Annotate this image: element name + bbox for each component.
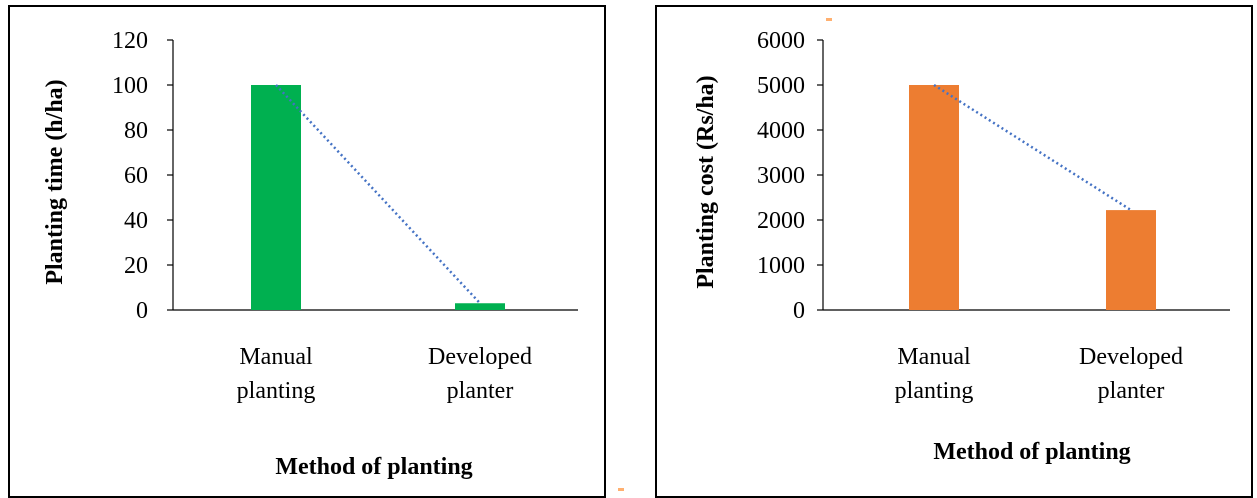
category-label: planting: [895, 378, 974, 404]
y-tick-label: 40: [124, 208, 148, 234]
y-tick-label: 5000: [757, 73, 805, 99]
y-tick-labels: 0 1000 2000 3000 4000 5000 6000: [757, 28, 805, 324]
bars: [909, 85, 1156, 310]
bar: [455, 303, 505, 310]
y-tick-labels: 0 20 40 60 80 100 120: [112, 28, 148, 324]
category-label: Developed: [428, 344, 532, 370]
bar: [251, 85, 301, 310]
bars: [251, 85, 505, 310]
bar: [909, 85, 959, 310]
y-axis-title: Planting time (h/ha): [42, 79, 68, 284]
y-tick-label: 4000: [757, 118, 805, 144]
decorative-dash: [826, 18, 832, 21]
planting-cost-chart: 0 1000 2000 3000 4000 5000 6000 Manual planting…: [693, 28, 1230, 465]
category-label: planter: [447, 378, 514, 404]
category-label: Manual: [239, 344, 313, 370]
y-tick-label: 60: [124, 163, 148, 189]
y-tick-label: 6000: [757, 28, 805, 54]
y-tick-marks: [167, 39, 173, 311]
y-tick-label: 1000: [757, 253, 805, 279]
category-labels: Manual planting Developed planter: [237, 344, 532, 404]
category-label: planting: [237, 378, 316, 404]
category-labels: Manual planting Developed planter: [895, 344, 1183, 404]
y-tick-label: 100: [112, 73, 148, 99]
category-label: Developed: [1079, 344, 1183, 370]
y-tick-label: 2000: [757, 208, 805, 234]
trendline: [933, 83, 1132, 212]
x-axis-title: Method of planting: [933, 439, 1130, 465]
chart-panel-planting-time: [8, 5, 606, 498]
x-axis-title: Method of planting: [275, 454, 472, 480]
y-axis-title: Planting cost (Rs/ha): [693, 75, 719, 288]
category-label: planter: [1098, 378, 1165, 404]
decorative-dash: [618, 488, 624, 491]
y-tick-label: 80: [124, 118, 148, 144]
y-tick-label: 0: [136, 298, 148, 324]
y-tick-label: 120: [112, 28, 148, 54]
bar: [1106, 210, 1156, 310]
y-tick-label: 20: [124, 253, 148, 279]
y-tick-marks: [817, 39, 823, 311]
category-label: Manual: [897, 344, 971, 370]
trendline: [275, 84, 481, 305]
y-tick-label: 0: [793, 298, 805, 324]
planting-time-chart: 0 20 40 60 80 100 120 Manual planting Developed p…: [42, 28, 578, 480]
y-tick-label: 3000: [757, 163, 805, 189]
